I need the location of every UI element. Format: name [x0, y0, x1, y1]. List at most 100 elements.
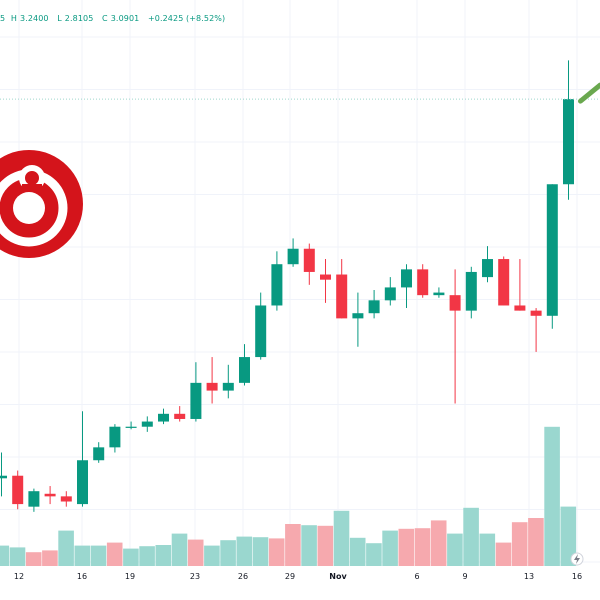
volume-bar [139, 546, 155, 566]
volume-bar [414, 528, 431, 566]
volume-bar [0, 545, 10, 566]
volume-bar [447, 533, 463, 566]
candle [0, 452, 7, 497]
ohlc-legend: 5 H 3.2400 L 2.8105 C 3.0901 +0.2425 (+8.52… [0, 14, 228, 23]
volume-bar [268, 538, 285, 566]
candle-body [0, 475, 7, 479]
volume-bar [511, 522, 528, 566]
candle-body [546, 184, 558, 316]
candle-body [433, 292, 445, 296]
ohlc-close: C 3.0901 [102, 14, 140, 23]
volume-bar [301, 525, 317, 566]
candle-body [320, 274, 331, 280]
volume-bar [544, 426, 560, 566]
candle [93, 442, 105, 463]
ohlc-change: +0.2425 (+8.52%) [147, 14, 226, 23]
lightning-icon[interactable] [570, 552, 584, 566]
volume-bar [398, 528, 415, 566]
volume-bar [382, 530, 398, 566]
x-tick-label: 16 [77, 572, 87, 581]
volume-bar [204, 545, 220, 566]
candle [190, 362, 202, 422]
candle [546, 184, 558, 329]
volume-bar [171, 533, 188, 566]
volume-bar [333, 510, 350, 566]
ohlc-high: H 3.2400 [10, 14, 49, 23]
volume-bar [495, 542, 512, 566]
x-tick-label: 23 [190, 572, 200, 581]
candle-body [336, 274, 348, 319]
candle-body [93, 447, 105, 461]
candle [158, 408, 169, 425]
candle-body [158, 413, 169, 422]
volume-bar [252, 537, 269, 566]
volume-bar [123, 548, 139, 566]
candle-body [125, 426, 137, 428]
candle-body [449, 295, 461, 311]
volume-bar [430, 520, 447, 566]
candle [174, 406, 186, 422]
volume-bar [9, 547, 26, 566]
candle-body [352, 313, 364, 319]
candle [482, 246, 493, 283]
candle-body [190, 382, 202, 419]
candle-body [28, 491, 40, 507]
ohlc-partial: 5 [0, 14, 6, 23]
x-tick-label: 13 [524, 572, 534, 581]
candle [433, 287, 445, 298]
candle-body [563, 99, 574, 185]
candle [141, 416, 153, 432]
candle [449, 269, 461, 404]
volume-bar [155, 545, 172, 566]
candle-body [465, 271, 477, 311]
candle-body [255, 305, 267, 358]
candle [271, 251, 283, 311]
volume-bar [236, 536, 253, 566]
candle [109, 424, 121, 453]
candle [352, 292, 364, 347]
candle-body [109, 426, 121, 448]
volume-bar [42, 550, 58, 566]
candle [28, 488, 40, 512]
candle [563, 60, 574, 200]
x-tick-label: 26 [238, 572, 248, 581]
volume-bars [0, 426, 577, 566]
volume-bar [479, 533, 496, 566]
x-tick-label: Nov [329, 572, 347, 581]
x-tick-label: 19 [125, 572, 135, 581]
volume-bar [58, 530, 74, 566]
candle [206, 357, 218, 404]
candle-body [239, 357, 250, 383]
candle-body [514, 305, 526, 311]
candle [401, 264, 412, 309]
volume-bar [349, 537, 366, 566]
candle [417, 264, 429, 298]
candle-body [222, 382, 234, 391]
candle [384, 277, 396, 306]
brand-logo-icon [0, 150, 83, 258]
candle [530, 308, 542, 352]
candle-body [77, 460, 88, 505]
candle-body [60, 496, 72, 502]
volume-bar [285, 524, 301, 566]
candle-body [44, 493, 56, 497]
volume-bar [366, 543, 382, 566]
candle [498, 256, 510, 306]
candle [44, 486, 56, 505]
candle [514, 259, 526, 311]
ohlc-low: L 2.8105 [57, 14, 94, 23]
candle [368, 290, 380, 319]
candle-body [401, 269, 412, 288]
candle [287, 238, 299, 267]
candle-body [417, 269, 429, 296]
volume-bar [220, 540, 236, 566]
candle-body [384, 287, 396, 301]
volume-bar [74, 545, 91, 566]
candlesticks [0, 60, 574, 512]
x-axis-ticks: 12 16 19 23 26 29 Nov 6 9 13 16 [14, 572, 582, 581]
trend-arrow [578, 82, 600, 104]
volume-bar [106, 542, 123, 566]
candle-body [174, 413, 186, 419]
candle-body [482, 259, 493, 278]
